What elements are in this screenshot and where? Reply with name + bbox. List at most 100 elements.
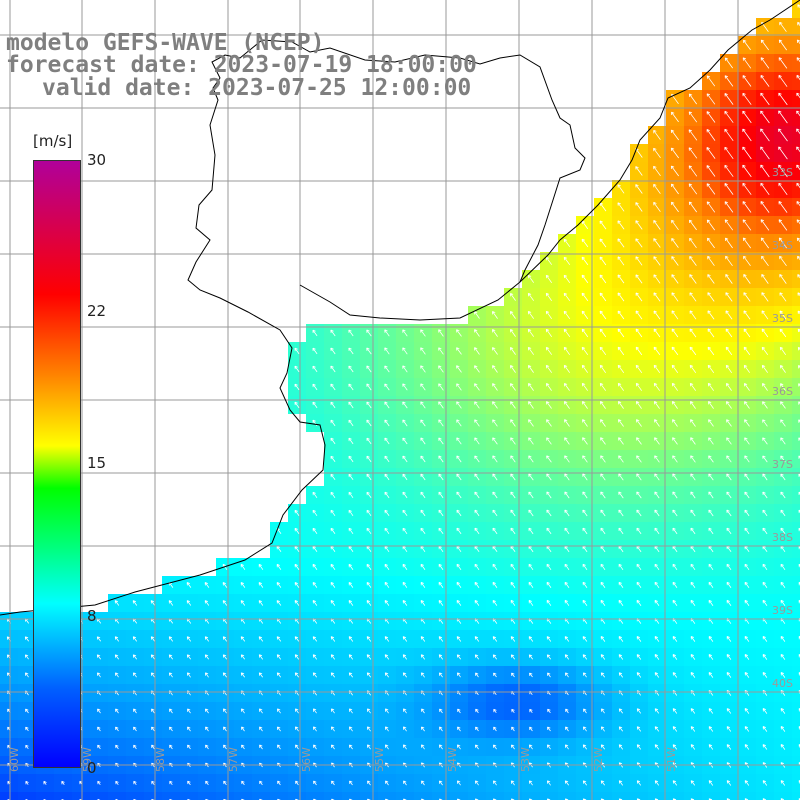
wind-arrow	[688, 129, 698, 141]
wind-arrow	[636, 780, 642, 786]
wind-cell	[792, 36, 800, 54]
wind-arrow	[223, 744, 227, 750]
wind-arrow	[760, 75, 770, 87]
wind-arrow	[689, 219, 697, 231]
wind-arrow	[510, 365, 516, 373]
wind-arrow	[258, 563, 264, 570]
wind-arrow	[133, 708, 137, 714]
wind-arrow	[294, 563, 300, 570]
lat-label: 35S	[772, 312, 793, 325]
wind-arrow	[259, 780, 263, 786]
wind-arrow	[671, 364, 679, 374]
wind-arrow	[762, 599, 768, 606]
wind-arrow	[402, 473, 408, 481]
wind-arrow	[796, 219, 800, 225]
wind-arrow	[25, 672, 29, 678]
wind-arrow	[528, 401, 534, 409]
wind-cell	[558, 792, 576, 800]
wind-arrow	[563, 238, 571, 248]
wind-arrow	[708, 654, 714, 660]
lon-label: 51W	[665, 747, 678, 772]
wind-arrow	[742, 164, 752, 178]
wind-arrow	[778, 39, 788, 51]
wind-arrow	[187, 726, 191, 732]
wind-arrow	[706, 183, 716, 195]
wind-arrow	[186, 582, 192, 588]
wind-cell	[720, 792, 738, 800]
wind-arrow	[474, 311, 480, 319]
wind-arrow	[169, 672, 173, 678]
wind-arrow	[492, 600, 498, 606]
wind-arrow	[617, 238, 625, 248]
wind-arrow	[636, 744, 642, 750]
wind-arrow	[474, 383, 480, 391]
wind-arrow	[762, 654, 768, 660]
wind-arrow	[654, 599, 660, 606]
wind-arrow	[366, 401, 372, 409]
wind-arrow	[707, 364, 715, 374]
wind-arrow	[312, 383, 318, 391]
wind-arrow	[600, 599, 606, 606]
wind-arrow	[725, 274, 733, 284]
wind-arrow	[384, 527, 390, 535]
wind-arrow	[312, 654, 318, 660]
wind-arrow	[600, 654, 606, 660]
wind-arrow	[672, 491, 678, 499]
wind-arrow	[725, 255, 733, 267]
wind-arrow	[689, 364, 697, 374]
wind-arrow	[671, 183, 679, 195]
wind-arrow	[582, 654, 588, 660]
wind-arrow	[385, 708, 389, 714]
wind-arrow	[706, 201, 716, 213]
wind-arrow	[420, 527, 426, 535]
wind-arrow	[546, 654, 552, 660]
wind-cell	[576, 792, 594, 800]
wind-arrow	[653, 220, 661, 230]
wind-arrow	[744, 473, 750, 481]
wind-arrow	[474, 563, 480, 571]
wind-arrow	[384, 636, 390, 642]
wind-arrow	[564, 636, 570, 642]
wind-arrow	[796, 74, 800, 81]
wind-arrow	[151, 744, 155, 750]
wind-arrow	[670, 147, 680, 159]
wind-arrow	[600, 473, 606, 481]
wind-cell	[792, 432, 800, 450]
wind-arrow	[706, 147, 716, 159]
lon-label: 57W	[227, 747, 240, 772]
wind-cell	[792, 450, 800, 468]
wind-arrow	[635, 292, 643, 302]
wind-cell	[792, 702, 800, 720]
wind-arrow	[348, 582, 354, 588]
wind-arrow	[546, 509, 552, 517]
wind-arrow	[366, 365, 372, 373]
colorbar-tick-15: 15	[87, 454, 107, 472]
wind-arrow	[762, 455, 768, 463]
wind-arrow	[474, 329, 480, 337]
wind-arrow	[546, 455, 552, 463]
wind-arrow	[438, 491, 444, 499]
wind-arrow	[438, 347, 444, 355]
wind-arrow	[780, 401, 786, 409]
wind-arrow	[133, 672, 137, 678]
wind-arrow	[635, 166, 643, 176]
wind-arrow	[707, 237, 715, 249]
wind-arrow	[724, 183, 734, 195]
wind-arrow	[384, 563, 390, 570]
wind-arrow	[529, 744, 533, 750]
wind-arrow	[563, 346, 571, 356]
wind-arrow	[636, 455, 642, 463]
wind-arrow	[420, 654, 426, 660]
wind-arrow	[205, 708, 209, 714]
wind-arrow	[330, 455, 336, 463]
wind-arrow	[402, 581, 408, 588]
wind-arrow	[492, 491, 498, 499]
wind-arrow	[240, 563, 246, 570]
wind-arrow	[672, 455, 678, 463]
wind-arrow	[725, 328, 733, 338]
wind-arrow	[349, 726, 353, 732]
wind-arrow	[778, 164, 788, 178]
wind-arrow	[492, 383, 498, 391]
wind-arrow	[636, 599, 642, 606]
